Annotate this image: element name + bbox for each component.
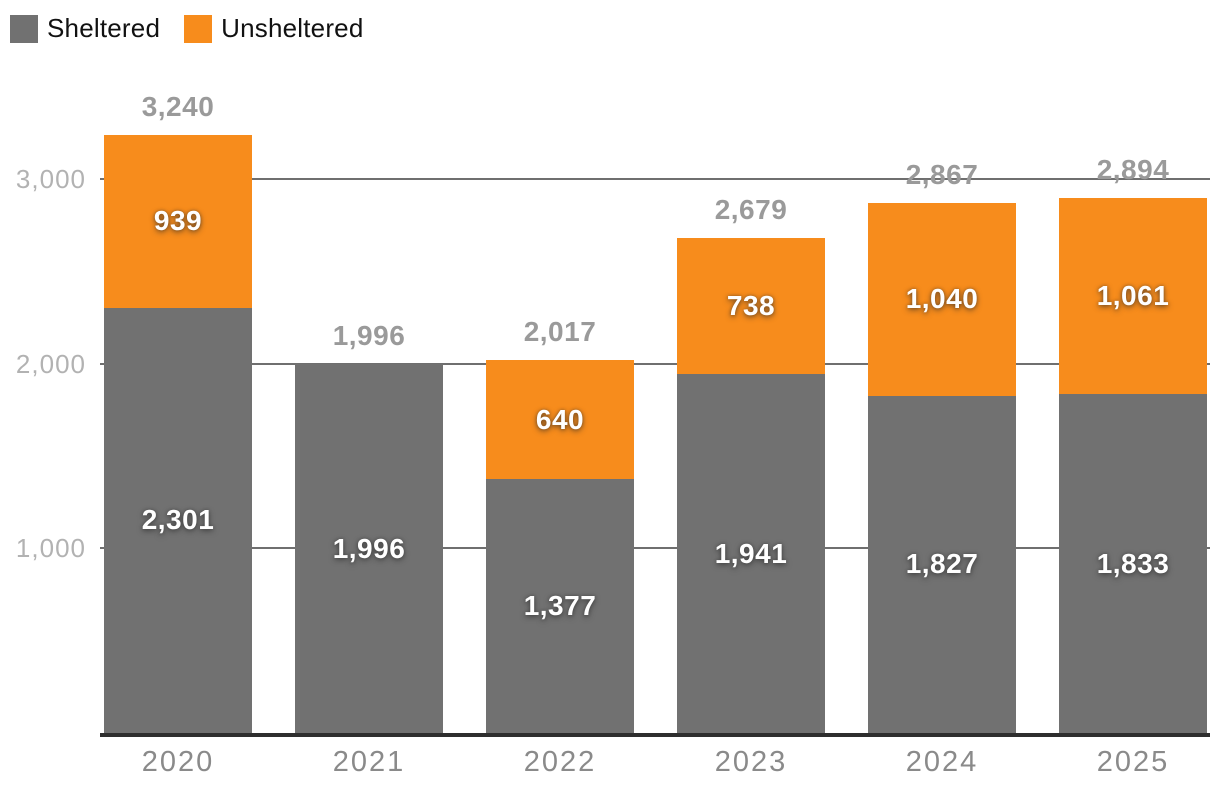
sheltered-value-label: 1,377 [523,589,597,621]
bar-column: 1,061 1,833 [1059,198,1207,733]
bar-segment-sheltered: 1,377 [486,478,634,733]
sheltered-value-label: 1,941 [714,537,788,569]
bar-total-label: 3,240 [141,90,215,122]
category-label: 2024 [905,746,979,778]
legend-label-sheltered: Sheltered [47,13,161,43]
y-tick-label: 3,000 [15,163,86,194]
legend-item-sheltered: Sheltered [10,13,160,44]
unsheltered-value-label: 738 [726,290,776,322]
bar-segment-unsheltered: 738 [677,238,825,375]
sheltered-value-label: 1,827 [905,548,979,580]
sheltered-swatch-icon [10,14,38,43]
bar-total-label: 2,894 [1096,154,1170,186]
y-tick-label: 2,000 [15,348,86,379]
unsheltered-swatch-icon [184,14,213,43]
y-tick-label: 1,000 [15,533,86,564]
bar-total-label: 2,017 [523,316,597,348]
unsheltered-value-label: 939 [153,205,203,237]
bar-total-label: 2,679 [714,194,788,226]
bar-segment-unsheltered: 1,061 [1059,198,1207,395]
sheltered-value-label: 2,301 [141,504,215,536]
category-label: 2025 [1096,746,1170,778]
bar-column: 1,996 [295,364,443,733]
bar-segment-sheltered: 1,996 [295,364,443,733]
category-label: 2023 [714,746,788,778]
bar-segment-sheltered: 2,301 [104,307,252,733]
sheltered-value-label: 1,996 [332,532,406,564]
bar-segment-unsheltered: 640 [486,360,634,479]
legend-label-unsheltered: Unsheltered [221,13,364,43]
bar-segment-unsheltered: 1,040 [868,203,1016,396]
x-axis-line [100,733,1210,737]
bar-segment-sheltered: 1,833 [1059,394,1207,733]
category-label: 2022 [523,746,597,778]
chart-legend: Sheltered Unsheltered [10,13,364,44]
bar-total-label: 1,996 [332,320,406,352]
bar-column: 738 1,941 [677,238,825,733]
bar-segment-sheltered: 1,827 [868,395,1016,733]
bar-total-label: 2,867 [905,159,979,191]
unsheltered-value-label: 1,040 [905,283,979,315]
unsheltered-value-label: 640 [535,403,585,435]
bar-segment-unsheltered: 939 [104,134,252,308]
gridline [100,547,1210,550]
gridline [100,362,1210,365]
bar-segment-sheltered: 1,941 [677,374,825,733]
bar-column: 939 2,301 [104,134,252,733]
gridline [100,177,1210,180]
unsheltered-value-label: 1,061 [1096,280,1170,312]
category-label: 2020 [141,746,215,778]
legend-item-unsheltered: Unsheltered [184,13,363,44]
category-label: 2021 [332,746,406,778]
sheltered-value-label: 1,833 [1096,547,1170,579]
bar-column: 640 1,377 [486,360,634,733]
bar-column: 1,040 1,827 [868,203,1016,733]
